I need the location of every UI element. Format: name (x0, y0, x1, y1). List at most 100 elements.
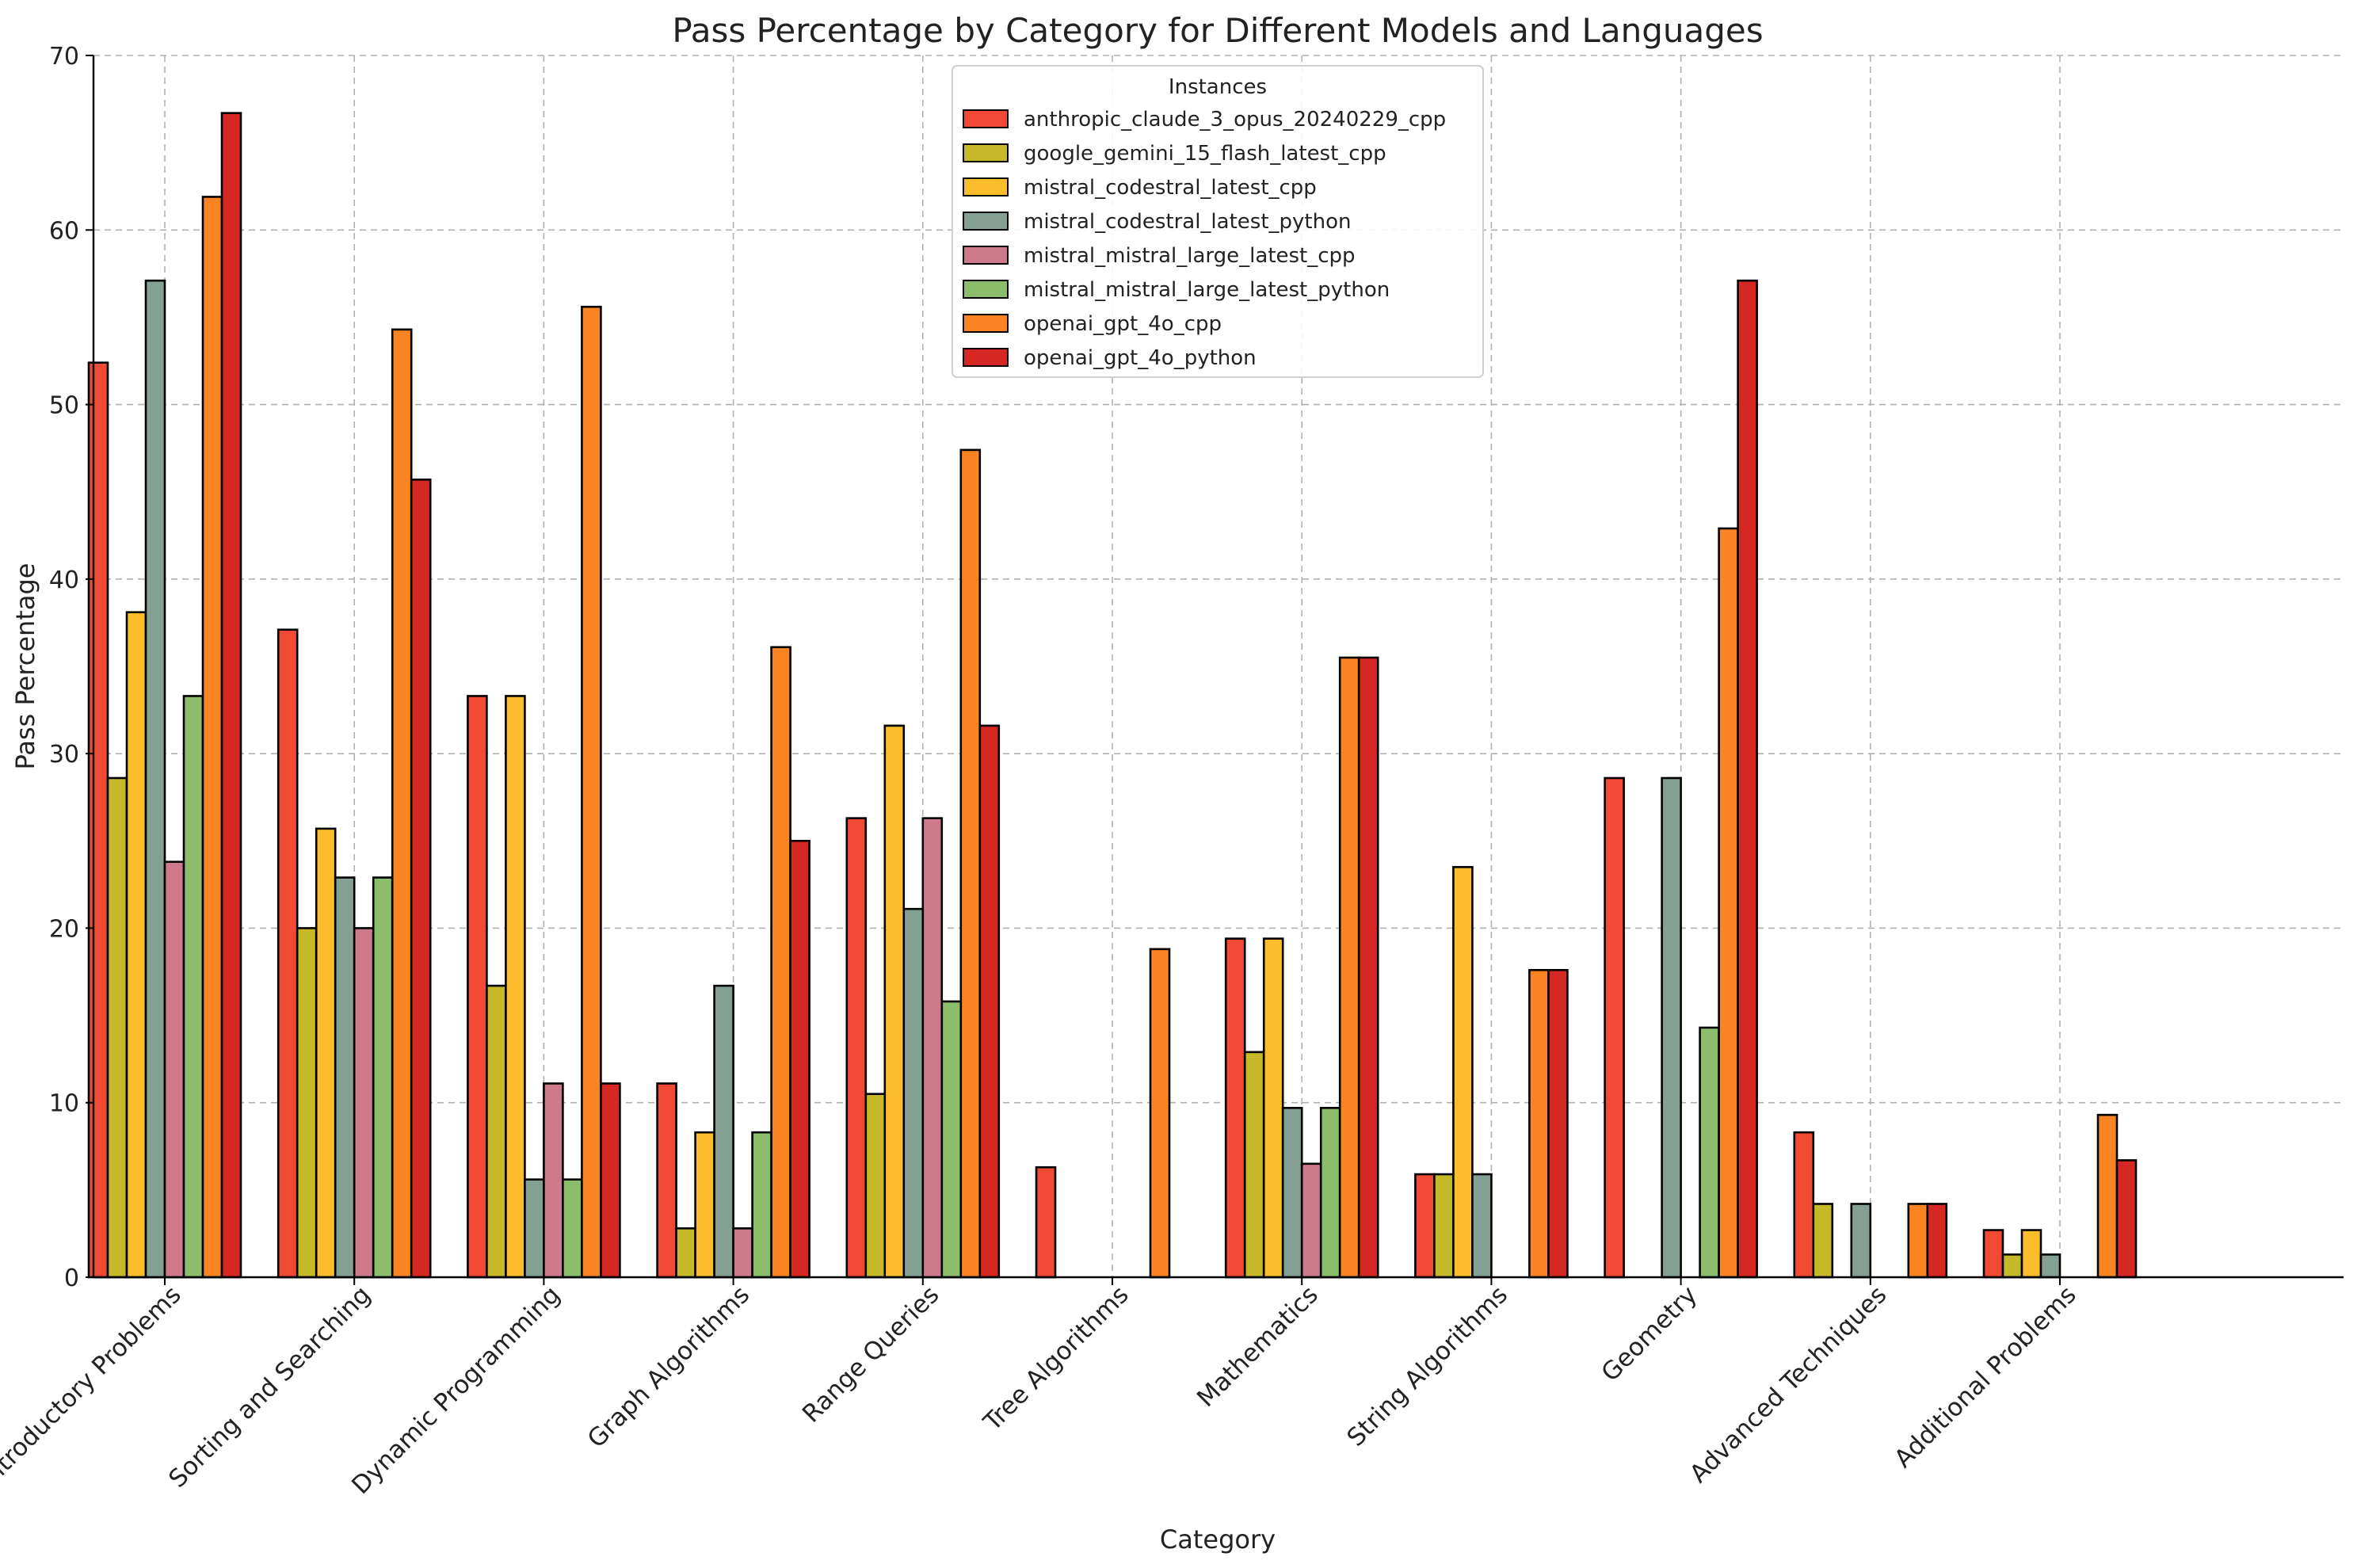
bar-openai_gpt_4o_cpp-6 (1338, 656, 1360, 1279)
bar-mistral_mistral_large_latest_cpp-0 (163, 860, 185, 1279)
bar-anthropic_claude_3_opus_20240229_cpp-10 (1982, 1229, 2004, 1279)
bar-anthropic_claude_3_opus_20240229_cpp-3 (656, 1082, 677, 1279)
chart-title: Pass Percentage by Category for Differen… (672, 11, 1763, 50)
grid-lines (93, 55, 2344, 1278)
y-tick-label: 10 (49, 1090, 79, 1118)
x-tick-label: String Algorithms (1341, 1280, 1513, 1452)
bar-anthropic_claude_3_opus_20240229_cpp-9 (1793, 1131, 1815, 1279)
bar-mistral_codestral_latest_cpp-7 (1452, 866, 1474, 1279)
bar-openai_gpt_4o_cpp-9 (1907, 1203, 1929, 1279)
bar-mistral_mistral_large_latest_python-0 (182, 695, 204, 1279)
bar-openai_gpt_4o_cpp-3 (770, 646, 791, 1279)
legend-swatch (963, 348, 1009, 367)
x-tick-label: Introductory Problems (0, 1280, 187, 1493)
bar-openai_gpt_4o_python-2 (600, 1082, 621, 1279)
bar-mistral_codestral_latest_python-4 (902, 907, 925, 1279)
y-tick-label: 70 (49, 43, 79, 71)
y-tick-label: 50 (49, 392, 79, 420)
bar-openai_gpt_4o_cpp-10 (2096, 1113, 2119, 1279)
x-tick-label: Range Queries (797, 1280, 945, 1429)
bar-google_gemini_15_flash_latest_cpp-0 (106, 776, 128, 1279)
legend-label: google_gemini_15_flash_latest_cpp (1024, 142, 1386, 166)
x-tick-label: Additional Problems (1889, 1280, 2082, 1474)
bar-mistral_codestral_latest_cpp-2 (505, 695, 526, 1279)
bar-google_gemini_15_flash_latest_cpp-1 (296, 927, 318, 1279)
y-tick-labels: 0 10 20 30 40 50 60 70 (49, 43, 93, 1292)
bar-openai_gpt_4o_python-4 (978, 724, 1001, 1279)
bar-mistral_mistral_large_latest_cpp-6 (1300, 1162, 1322, 1279)
bar-mistral_mistral_large_latest_python-6 (1319, 1107, 1341, 1279)
y-tick-label: 60 (49, 217, 79, 245)
legend-label: mistral_codestral_latest_python (1024, 210, 1351, 234)
bar-mistral_codestral_latest_cpp-0 (125, 611, 147, 1279)
bar-mistral_codestral_latest_cpp-10 (2020, 1229, 2042, 1279)
bar-openai_gpt_4o_python-9 (1926, 1203, 1948, 1279)
bar-mistral_mistral_large_latest_python-1 (372, 876, 394, 1279)
bar-mistral_mistral_large_latest_cpp-1 (353, 927, 375, 1279)
legend-swatch (963, 212, 1009, 231)
bar-anthropic_claude_3_opus_20240229_cpp-1 (277, 628, 299, 1279)
bars (87, 112, 2138, 1279)
y-tick-label: 20 (49, 915, 79, 943)
bar-openai_gpt_4o_cpp-8 (1718, 527, 1739, 1279)
bar-mistral_codestral_latest_python-1 (334, 876, 356, 1279)
legend-swatch (963, 280, 1009, 299)
bar-openai_gpt_4o_python-3 (789, 839, 810, 1279)
bar-google_gemini_15_flash_latest_cpp-10 (2001, 1253, 2023, 1279)
legend-items: anthropic_claude_3_opus_20240229_cppgoog… (963, 108, 1446, 370)
bar-openai_gpt_4o_cpp-4 (959, 448, 982, 1279)
x-axis-label: Category (1160, 1524, 1276, 1555)
legend-swatch (963, 246, 1009, 265)
bar-mistral_mistral_large_latest_cpp-4 (921, 817, 944, 1279)
bar-anthropic_claude_3_opus_20240229_cpp-6 (1224, 937, 1246, 1279)
bar-anthropic_claude_3_opus_20240229_cpp-5 (1035, 1166, 1057, 1279)
legend-label: mistral_mistral_large_latest_python (1024, 278, 1390, 302)
bar-mistral_codestral_latest_python-3 (713, 984, 734, 1279)
x-tick-label: Mathematics (1192, 1280, 1324, 1413)
legend-label: mistral_codestral_latest_cpp (1024, 176, 1317, 200)
legend-title: Instances (1169, 75, 1267, 99)
x-tick-label: Graph Algorithms (582, 1280, 755, 1453)
bar-openai_gpt_4o_python-6 (1357, 656, 1379, 1279)
bar-mistral_codestral_latest_python-6 (1281, 1107, 1303, 1279)
bar-anthropic_claude_3_opus_20240229_cpp-0 (87, 361, 109, 1279)
bar-openai_gpt_4o_cpp-2 (581, 305, 602, 1279)
bar-mistral_mistral_large_latest_cpp-2 (543, 1082, 564, 1279)
bar-mistral_mistral_large_latest_cpp-3 (732, 1227, 753, 1279)
bar-mistral_codestral_latest_python-2 (524, 1178, 545, 1279)
legend-label: mistral_mistral_large_latest_cpp (1024, 244, 1356, 268)
bar-anthropic_claude_3_opus_20240229_cpp-4 (845, 817, 868, 1279)
bar-mistral_codestral_latest_python-0 (144, 279, 166, 1279)
bar-openai_gpt_4o_cpp-5 (1149, 948, 1171, 1279)
bar-mistral_codestral_latest_python-7 (1471, 1173, 1493, 1279)
bar-google_gemini_15_flash_latest_cpp-3 (675, 1227, 696, 1279)
bar-anthropic_claude_3_opus_20240229_cpp-2 (467, 695, 488, 1279)
y-tick-label: 30 (49, 741, 79, 769)
bar-openai_gpt_4o_python-0 (220, 112, 242, 1279)
y-tick-label: 0 (64, 1265, 79, 1292)
legend-label: anthropic_claude_3_opus_20240229_cpp (1024, 108, 1446, 132)
legend-box (952, 65, 1484, 378)
bar-mistral_mistral_large_latest_python-4 (940, 1000, 963, 1279)
bar-mistral_codestral_latest_cpp-6 (1262, 937, 1284, 1279)
bar-google_gemini_15_flash_latest_cpp-4 (864, 1093, 887, 1279)
bar-google_gemini_15_flash_latest_cpp-7 (1433, 1173, 1455, 1279)
legend: Instances anthropic_claude_3_opus_202402… (952, 65, 1484, 378)
bar-openai_gpt_4o_cpp-7 (1528, 968, 1550, 1279)
bar-mistral_mistral_large_latest_python-2 (562, 1178, 583, 1279)
legend-swatch (963, 314, 1009, 333)
bar-google_gemini_15_flash_latest_cpp-9 (1812, 1203, 1834, 1279)
x-tick-label: Dynamic Programming (346, 1280, 566, 1500)
legend-swatch (963, 177, 1009, 196)
bar-anthropic_claude_3_opus_20240229_cpp-7 (1414, 1173, 1436, 1279)
bar-mistral_codestral_latest_cpp-1 (315, 827, 337, 1279)
x-tick-label: Sorting and Searching (163, 1280, 376, 1494)
bar-openai_gpt_4o_cpp-0 (201, 196, 223, 1279)
bar-mistral_codestral_latest_cpp-3 (694, 1131, 715, 1279)
axes (92, 55, 2344, 1279)
bar-google_gemini_15_flash_latest_cpp-2 (486, 984, 507, 1279)
bar-openai_gpt_4o_python-1 (410, 478, 432, 1279)
y-axis-label: Pass Percentage (10, 563, 40, 770)
